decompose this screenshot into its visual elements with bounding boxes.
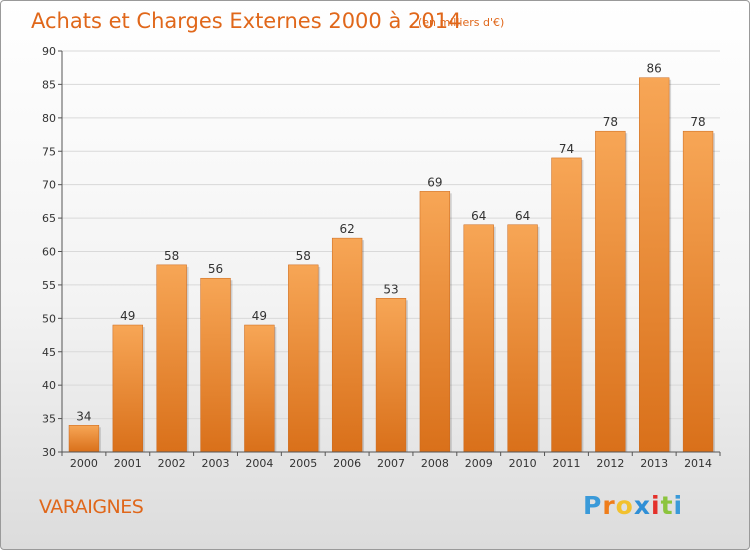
chart-title: Achats et Charges Externes 2000 à 2014 (31, 9, 462, 33)
bar-2014 (682, 130, 714, 453)
logo-letter: P (583, 491, 603, 520)
value-label: 62 (339, 222, 354, 236)
y-tick-label: 75 (42, 145, 56, 158)
labels: 30 35 40 45 50 55 60 65 70 75 80 85 90 34 2000 49 2001 58… (42, 45, 712, 470)
bar-2009 (463, 224, 494, 453)
bar-2011 (551, 157, 582, 453)
logo-letter: t (660, 491, 674, 520)
logo-letter: o (615, 491, 634, 520)
y-tick-label: 50 (42, 312, 56, 325)
y-tick-label: 40 (42, 379, 56, 392)
bar-2008 (419, 191, 451, 453)
x-tick-label: 2014 (684, 457, 712, 470)
value-label: 74 (559, 142, 574, 156)
value-label: 58 (296, 249, 311, 263)
x-tick-label: 2006 (333, 457, 361, 470)
value-label: 58 (164, 249, 179, 263)
value-label: 53 (383, 282, 398, 296)
logo-letter: r (602, 491, 616, 520)
axes (58, 50, 721, 456)
y-tick-label: 80 (42, 112, 56, 125)
value-label: 56 (208, 262, 223, 276)
y-tick-label: 55 (42, 279, 56, 292)
y-tick-label: 45 (42, 346, 56, 359)
x-tick-label: 2008 (421, 457, 449, 470)
y-tick-label: 70 (42, 179, 56, 192)
chart-subtitle: (en milliers d'€) (418, 16, 505, 29)
value-label: 78 (603, 115, 618, 129)
bars (68, 77, 715, 453)
value-label: 49 (120, 309, 135, 323)
logo-letter: x (633, 491, 651, 520)
value-label: 64 (471, 209, 486, 223)
value-label: 86 (647, 62, 662, 76)
bar-2002 (156, 264, 187, 453)
bar-2000 (68, 425, 100, 453)
bar-2001 (112, 324, 143, 453)
value-label: 69 (427, 175, 442, 189)
y-tick-label: 85 (42, 78, 56, 91)
x-tick-label: 2005 (289, 457, 317, 470)
value-label: 64 (515, 209, 530, 223)
x-tick-label: 2011 (552, 457, 580, 470)
bar-2007 (375, 298, 407, 453)
bar-2005 (288, 264, 319, 453)
x-tick-label: 2012 (596, 457, 624, 470)
x-tick-label: 2007 (377, 457, 405, 470)
bar-2006 (331, 237, 363, 453)
bar-2010 (507, 224, 538, 453)
value-label: 49 (252, 309, 267, 323)
x-tick-label: 2009 (465, 457, 493, 470)
commune-name: VARAIGNES (39, 496, 144, 518)
x-tick-label: 2000 (70, 457, 98, 470)
bar-2013 (639, 77, 670, 453)
x-tick-label: 2001 (114, 457, 142, 470)
x-tick-label: 2010 (509, 457, 537, 470)
bar-2004 (244, 324, 275, 453)
logo-letter: i (673, 491, 684, 520)
y-tick-label: 35 (42, 413, 56, 426)
bar-2012 (595, 130, 626, 453)
y-tick-label: 30 (42, 446, 56, 459)
x-tick-label: 2003 (202, 457, 230, 470)
proxiti-logo: Proxiti (583, 491, 683, 520)
value-label: 78 (690, 115, 705, 129)
bar-2003 (200, 277, 231, 453)
y-tick-label: 90 (42, 45, 56, 58)
x-tick-label: 2004 (245, 457, 273, 470)
x-tick-label: 2013 (640, 457, 668, 470)
value-label: 34 (76, 409, 91, 423)
y-tick-label: 65 (42, 212, 56, 225)
y-tick-label: 60 (42, 246, 56, 259)
x-tick-label: 2002 (158, 457, 186, 470)
logo-letter: i (651, 491, 661, 520)
